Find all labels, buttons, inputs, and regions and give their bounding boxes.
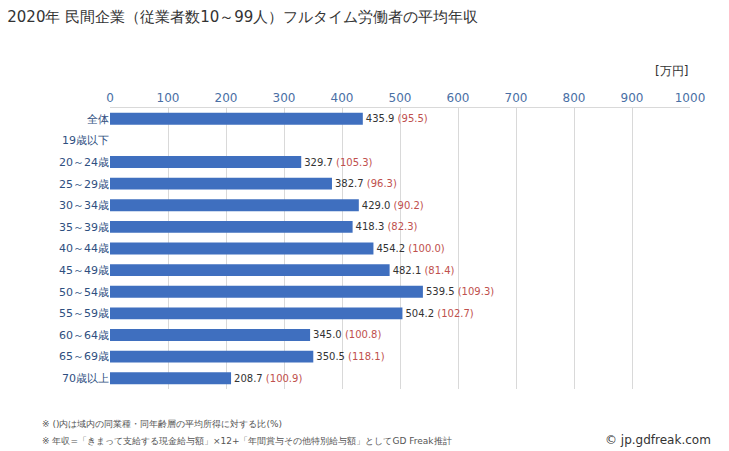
- svg-text:55～59歳: 55～59歳: [59, 307, 109, 320]
- svg-text:100: 100: [157, 91, 180, 105]
- svg-text:[万円]: [万円]: [655, 64, 688, 78]
- svg-text:382.7 (96.3): 382.7 (96.3): [335, 178, 397, 189]
- svg-text:345.0 (100.8): 345.0 (100.8): [313, 329, 381, 340]
- svg-text:539.5 (109.3): 539.5 (109.3): [426, 286, 494, 297]
- svg-text:600: 600: [447, 91, 470, 105]
- svg-text:© jp.gdfreak.com: © jp.gdfreak.com: [605, 433, 711, 447]
- svg-text:50～54歳: 50～54歳: [59, 286, 109, 299]
- svg-text:60～64歳: 60～64歳: [59, 329, 109, 342]
- svg-text:435.9 (95.5): 435.9 (95.5): [366, 113, 428, 124]
- svg-text:20～24歳: 20～24歳: [59, 156, 109, 169]
- svg-text:429.0 (90.2): 429.0 (90.2): [362, 200, 424, 211]
- svg-text:※ ()内は域内の同業種・同年齢層の平均所得に対する比(%): ※ ()内は域内の同業種・同年齢層の平均所得に対する比(%): [42, 419, 282, 429]
- svg-text:2020年 民間企業（従業者数10～99人）フルタイム労働者: 2020年 民間企業（従業者数10～99人）フルタイム労働者の平均年収: [7, 8, 478, 26]
- svg-text:400: 400: [331, 91, 354, 105]
- svg-text:全体: 全体: [87, 113, 109, 126]
- svg-text:200: 200: [215, 91, 238, 105]
- svg-text:1000: 1000: [675, 91, 706, 105]
- svg-text:504.2 (102.7): 504.2 (102.7): [405, 308, 473, 319]
- svg-text:500: 500: [389, 91, 412, 105]
- svg-text:900: 900: [621, 91, 644, 105]
- svg-text:30～34歳: 30～34歳: [59, 199, 109, 212]
- svg-text:350.5 (118.1): 350.5 (118.1): [316, 351, 384, 362]
- svg-text:454.2 (100.0): 454.2 (100.0): [376, 243, 444, 254]
- svg-text:482.1 (81.4): 482.1 (81.4): [393, 265, 455, 276]
- svg-text:70歳以上: 70歳以上: [62, 372, 109, 385]
- svg-text:700: 700: [505, 91, 528, 105]
- svg-text:40～44歳: 40～44歳: [59, 242, 109, 255]
- svg-text:329.7 (105.3): 329.7 (105.3): [304, 157, 372, 168]
- svg-text:65～69歳: 65～69歳: [59, 350, 109, 363]
- svg-text:※ 年収=「きまって支給する現金給与額」×12+「年間賞与そ: ※ 年収=「きまって支給する現金給与額」×12+「年間賞与その他特別給与額」とし…: [42, 436, 452, 446]
- svg-text:300: 300: [273, 91, 296, 105]
- svg-text:45～49歳: 45～49歳: [59, 264, 109, 277]
- svg-text:19歳以下: 19歳以下: [62, 134, 109, 147]
- svg-text:418.3 (82.3): 418.3 (82.3): [356, 221, 418, 232]
- svg-text:0: 0: [106, 91, 114, 105]
- svg-text:800: 800: [563, 91, 586, 105]
- svg-text:35～39歳: 35～39歳: [59, 221, 109, 234]
- svg-text:208.7 (100.9): 208.7 (100.9): [234, 373, 302, 384]
- svg-text:25～29歳: 25～29歳: [59, 178, 109, 191]
